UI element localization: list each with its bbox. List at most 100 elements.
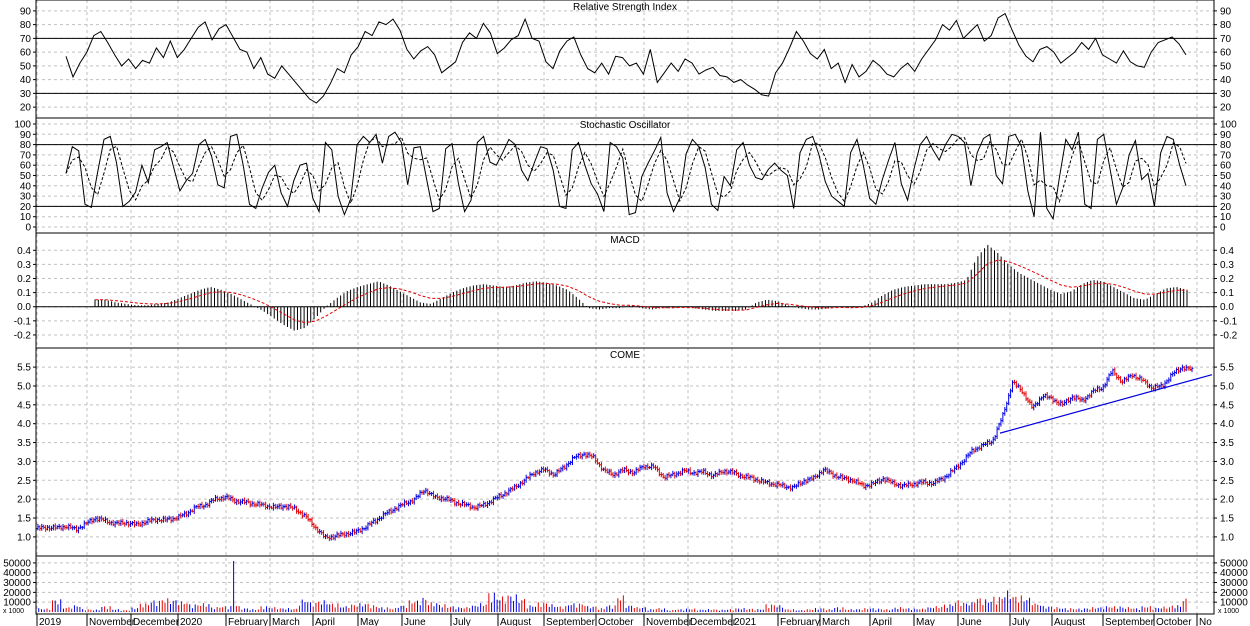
panel-title: Relative Strength Index <box>573 2 677 13</box>
y-tick-label-right: 0.1 <box>1220 288 1234 299</box>
panel-2: -0.2 -0.2 -0.1 -0.1 0.0 0.0 0.1 0.1 0.2 0.2 0.3 0.3… <box>14 235 1238 341</box>
y-tick-label: 30 <box>20 192 32 203</box>
y-tick-label-right: 3.0 <box>1220 457 1234 468</box>
y-tick-label-right: 30000 <box>1220 578 1248 589</box>
y-tick-label: 3.0 <box>17 457 31 468</box>
x-tick-label: June <box>960 617 982 626</box>
y-tick-label: 0.3 <box>17 260 31 271</box>
x-tick-label: May <box>916 617 935 626</box>
panel-border <box>35 555 1215 615</box>
x-tick-label: No <box>1199 617 1212 626</box>
x-tick-label: November <box>89 617 136 626</box>
x-tick-label: November <box>646 617 693 626</box>
y-tick-label: -0.2 <box>14 330 32 341</box>
y-tick-label: 70 <box>20 34 32 45</box>
y-tick-label: 90 <box>20 130 32 141</box>
y-tick-label: 0.4 <box>17 246 31 257</box>
x-tick-label: May <box>360 617 379 626</box>
y-tick-label: 2.5 <box>17 476 31 487</box>
y-tick-label-right: 90 <box>1220 6 1232 17</box>
x-tick-label: December <box>690 617 737 626</box>
y-tick-label: 50 <box>20 171 32 182</box>
macd-signal-line <box>95 259 1188 324</box>
panel-border <box>35 347 1215 557</box>
signal-line <box>65 136 1187 205</box>
y-tick-label-right: 40 <box>1220 75 1232 86</box>
y-tick-label-right: 10000 <box>1220 598 1248 609</box>
x-tick-label: July <box>1012 617 1030 626</box>
y-tick-label-right: 2.0 <box>1220 495 1234 506</box>
y-tick-label-right: 4.5 <box>1220 400 1234 411</box>
panel-title: Stochastic Oscillator <box>580 120 671 131</box>
panel-border <box>35 0 1215 119</box>
y-tick-label: 2.0 <box>17 495 31 506</box>
y-tick-label-right: 40000 <box>1220 568 1248 579</box>
x-tick-label: 2021 <box>734 617 757 626</box>
y-tick-label-right: 3.5 <box>1220 438 1234 449</box>
y-tick-label: 10000 <box>3 598 31 609</box>
x-tick-label: September <box>546 617 596 626</box>
y-tick-label: 1.5 <box>17 514 31 525</box>
x-tick-label: March <box>822 617 850 626</box>
panel-0: 20 20 30 30 40 40 50 50 60 60 70 70 80 80 90 90 Relative… <box>20 2 1232 114</box>
y-tick-label: 40 <box>20 75 32 86</box>
y-tick-label: 3.5 <box>17 438 31 449</box>
y-tick-label-right: 40 <box>1220 181 1232 192</box>
y-tick-label: 30000 <box>3 578 31 589</box>
y-tick-label: 60 <box>20 48 32 59</box>
y-tick-label: 60 <box>20 161 32 172</box>
x-tick-label: July <box>453 617 471 626</box>
unit-label-right: x 1000 <box>1218 608 1239 615</box>
x-tick-label: August <box>500 617 531 626</box>
y-tick-label-right: 60 <box>1220 48 1232 59</box>
y-tick-label-right: 0.2 <box>1220 274 1234 285</box>
y-tick-label-right: 50 <box>1220 171 1232 182</box>
series-line <box>65 131 1187 221</box>
y-tick-label: -0.1 <box>14 316 32 327</box>
y-tick-label-right: 0.3 <box>1220 260 1234 271</box>
y-tick-label-right: 60 <box>1220 161 1232 172</box>
y-tick-label: 50000 <box>3 558 31 569</box>
y-tick-label: 40 <box>20 181 32 192</box>
x-tick-label: August <box>1054 617 1085 626</box>
y-tick-label: 40000 <box>3 568 31 579</box>
y-tick-label: 90 <box>20 6 32 17</box>
y-tick-label: 50 <box>20 61 32 72</box>
y-tick-label: 10 <box>20 212 32 223</box>
grid-layer <box>36 0 1214 614</box>
y-tick-label: 20000 <box>3 588 31 599</box>
y-tick-label-right: 0.4 <box>1220 246 1234 257</box>
y-tick-label-right: 10 <box>1220 212 1232 223</box>
y-tick-label: 1.0 <box>17 532 31 543</box>
y-tick-label-right: 30 <box>1220 192 1232 203</box>
y-tick-label: 0.2 <box>17 274 31 285</box>
y-tick-label-right: 1.5 <box>1220 514 1234 525</box>
x-tick-label: June <box>404 617 426 626</box>
x-tick-label: 2019 <box>39 617 62 626</box>
y-tick-label-right: 90 <box>1220 130 1232 141</box>
y-tick-label: 5.0 <box>17 381 31 392</box>
y-tick-label-right: 1.0 <box>1220 532 1234 543</box>
y-tick-label: 0.0 <box>17 302 31 313</box>
y-tick-label-right: 4.0 <box>1220 419 1234 430</box>
x-tick-label: December <box>133 617 180 626</box>
chart-frame <box>35 0 1215 615</box>
panel-title: COME <box>610 350 640 361</box>
y-tick-label-right: 5.0 <box>1220 381 1234 392</box>
y-tick-label-right: 30 <box>1220 89 1232 100</box>
y-tick-label: 20 <box>20 103 32 114</box>
y-tick-label: 4.0 <box>17 419 31 430</box>
x-tick-label: April <box>315 617 335 626</box>
y-tick-label: 80 <box>20 20 32 31</box>
y-tick-label-right: 70 <box>1220 150 1232 161</box>
y-tick-label: 0.1 <box>17 288 31 299</box>
series-line <box>65 12 1187 104</box>
y-tick-label: 100 <box>14 120 31 131</box>
x-tick-label: February <box>780 617 820 626</box>
y-tick-label-right: 0 <box>1220 223 1226 234</box>
